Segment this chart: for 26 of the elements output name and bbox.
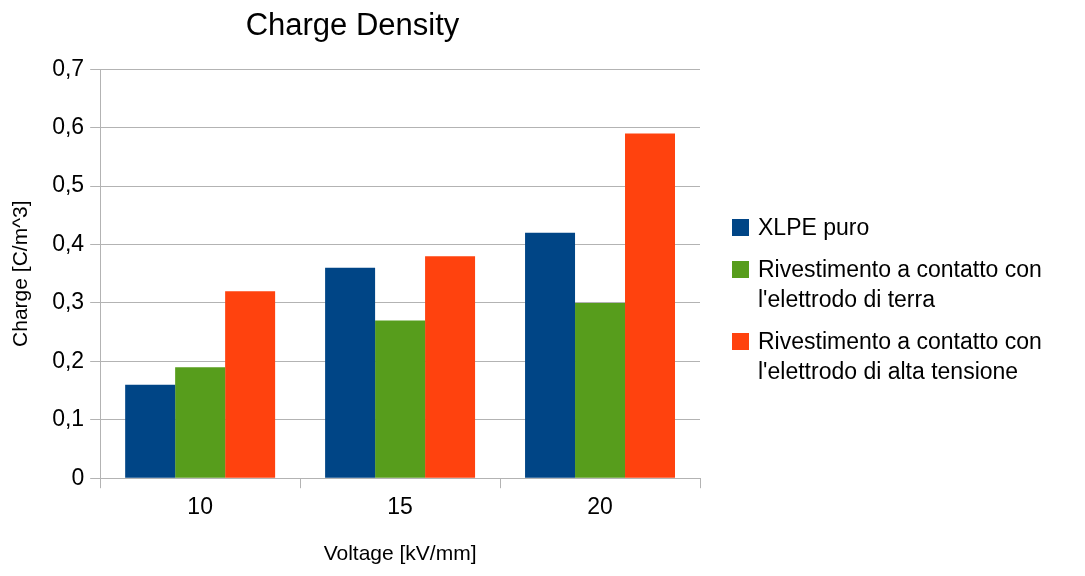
legend-label: XLPE puro bbox=[758, 213, 870, 242]
chart-title: Charge Density bbox=[245, 7, 460, 43]
y-tick-label: 0,6 bbox=[52, 112, 85, 139]
bar bbox=[425, 256, 476, 478]
y-tick-label: 0,7 bbox=[52, 54, 85, 81]
y-tick-label: 0,2 bbox=[52, 346, 85, 373]
bar bbox=[625, 133, 676, 478]
y-tick-label: 0,4 bbox=[52, 229, 85, 256]
bar bbox=[175, 367, 226, 478]
x-tick-label: 20 bbox=[587, 493, 613, 520]
x-axis-title: Voltage [kV/mm] bbox=[323, 541, 477, 565]
x-tick-label: 10 bbox=[187, 493, 213, 520]
y-tick-label: 0,1 bbox=[52, 405, 85, 432]
y-tick-label: 0,3 bbox=[52, 288, 85, 315]
y-axis-title: Charge [C/m^3] bbox=[8, 200, 32, 347]
bar bbox=[375, 320, 426, 478]
legend-label: Rivestimento a contatto con l'elettrodo di alta tensione bbox=[758, 327, 1043, 386]
x-tick-label: 15 bbox=[387, 493, 413, 520]
legend-label: Rivestimento a contatto con l'elettrodo di terra bbox=[758, 255, 1043, 314]
bar bbox=[225, 291, 276, 478]
bar bbox=[125, 384, 176, 478]
bar bbox=[525, 232, 576, 478]
bar bbox=[325, 267, 376, 478]
bar bbox=[575, 302, 626, 478]
y-tick-label: 0 bbox=[71, 463, 85, 490]
y-tick-label: 0,5 bbox=[52, 171, 85, 198]
